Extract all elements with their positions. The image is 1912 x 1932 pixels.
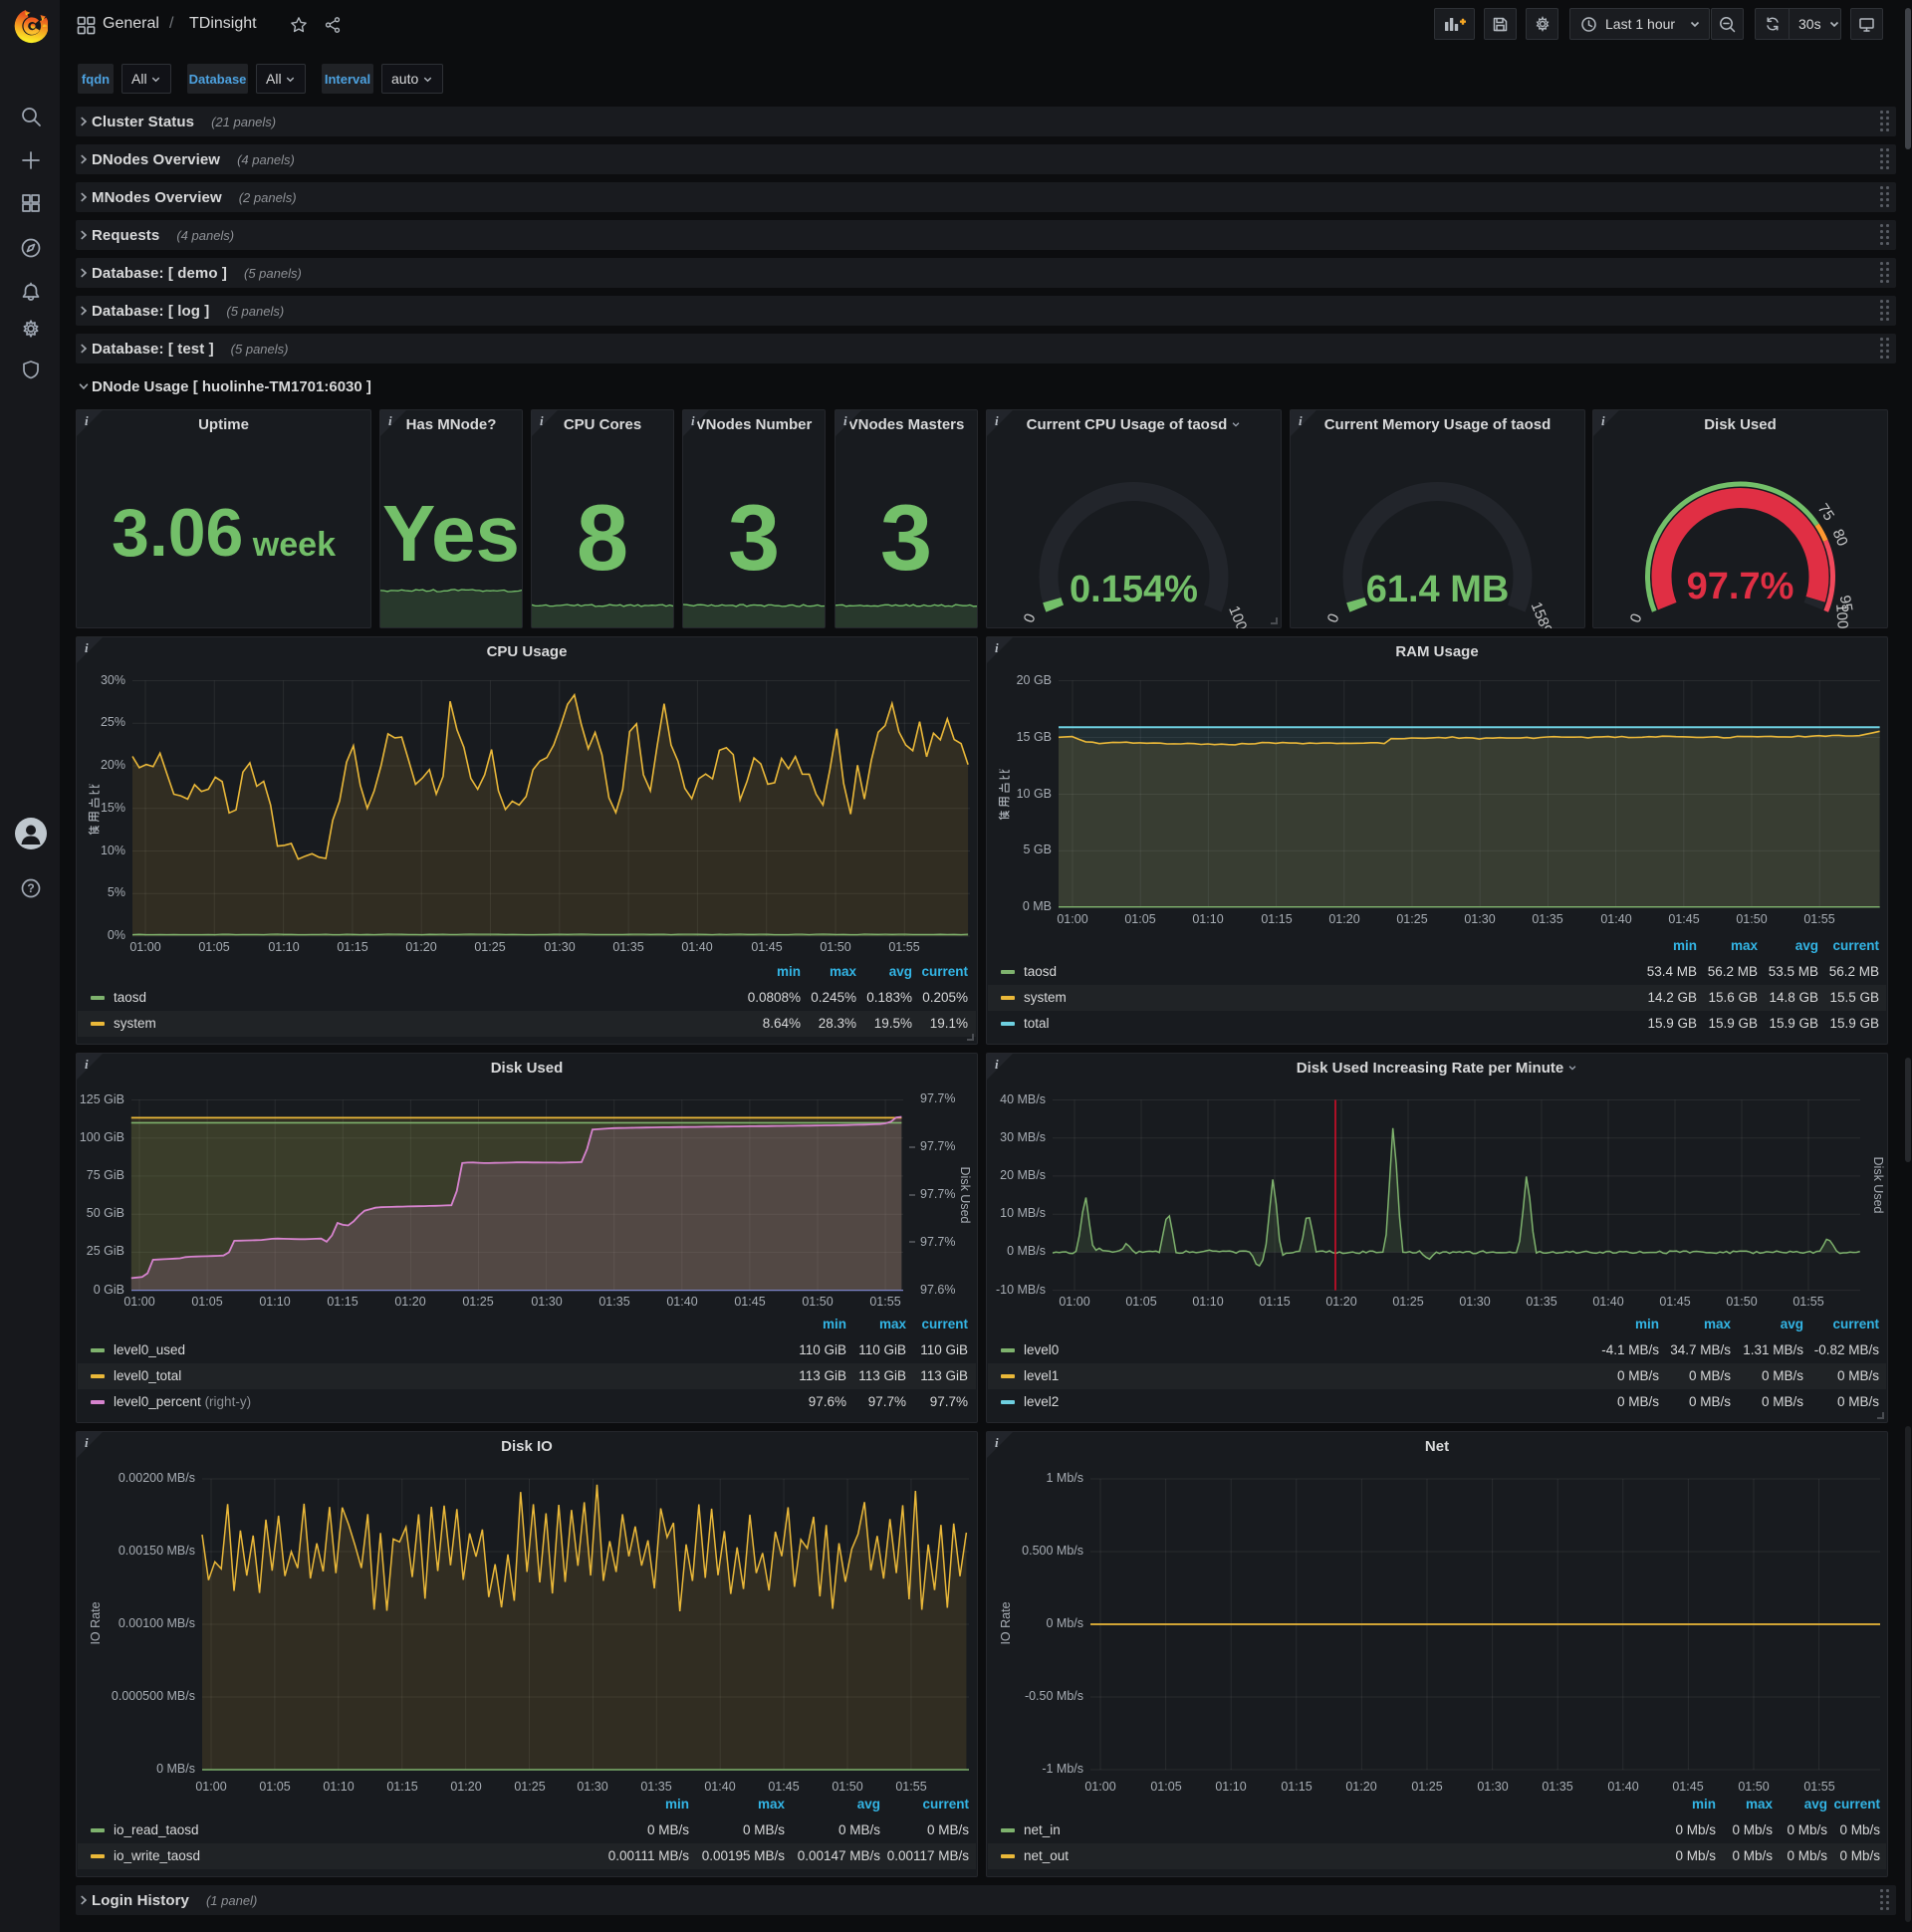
svg-text:0: 0	[1324, 611, 1343, 625]
svg-text:0: 0	[1021, 611, 1040, 625]
svg-text:61.4 MB: 61.4 MB	[1366, 569, 1510, 610]
svg-text:75: 75	[1814, 501, 1837, 524]
svg-text:80: 80	[1829, 527, 1851, 549]
svg-text:1589: 1589	[1528, 600, 1555, 628]
svg-text:97.7%: 97.7%	[1687, 566, 1794, 607]
svg-text:0.154%: 0.154%	[1070, 569, 1198, 610]
svg-text:100: 100	[1832, 604, 1851, 628]
svg-text:100: 100	[1225, 604, 1250, 628]
svg-text:95: 95	[1836, 595, 1856, 613]
svg-text:0: 0	[1627, 611, 1646, 625]
